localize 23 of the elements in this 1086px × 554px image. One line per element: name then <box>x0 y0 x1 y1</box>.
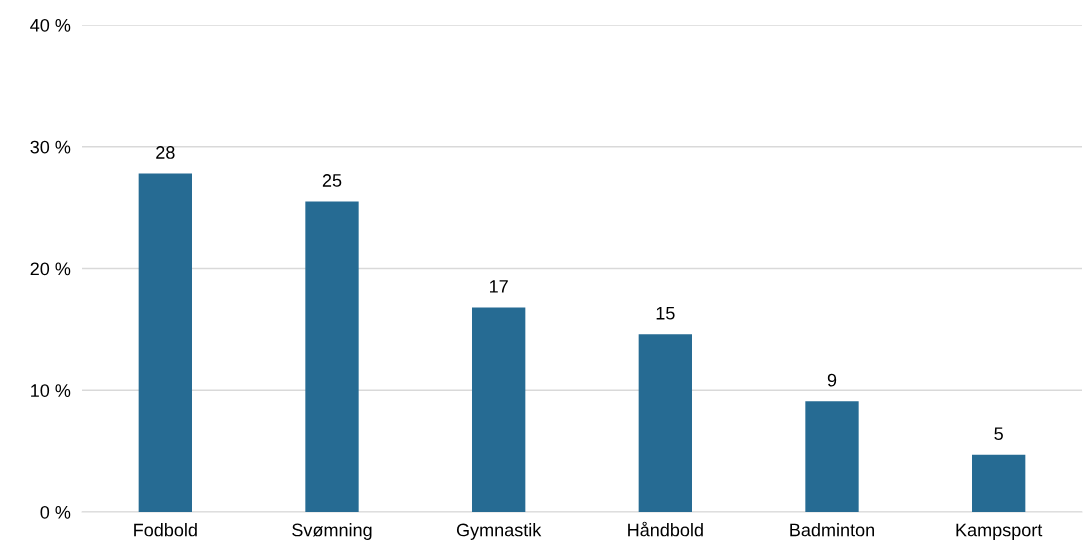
data-label: 25 <box>322 174 342 187</box>
y-tick-label: 20 % <box>30 262 71 276</box>
bar <box>472 307 526 512</box>
y-tick-label: 30 % <box>30 140 71 154</box>
y-tick-label: 40 % <box>30 18 71 32</box>
bar <box>138 173 192 512</box>
y-tick-label: 10 % <box>31 384 71 397</box>
data-label: 5 <box>994 427 1003 441</box>
data-label: 9 <box>827 373 837 387</box>
x-tick-label: Fodbold <box>134 523 197 537</box>
bar <box>305 201 359 512</box>
bar <box>805 401 859 512</box>
bar <box>972 454 1026 512</box>
data-label: 17 <box>490 280 508 293</box>
data-label: 28 <box>156 146 175 159</box>
x-tick-label: Kampsport <box>956 523 1043 540</box>
y-tick-label: 0 % <box>40 505 71 519</box>
x-tick-label: Svømning <box>292 523 372 540</box>
data-label: 15 <box>656 306 675 320</box>
x-tick-label: Gymnastik <box>456 523 542 540</box>
x-tick-label: Badminton <box>790 523 874 537</box>
x-tick-label: Håndbold <box>628 521 703 537</box>
bar <box>638 334 692 512</box>
